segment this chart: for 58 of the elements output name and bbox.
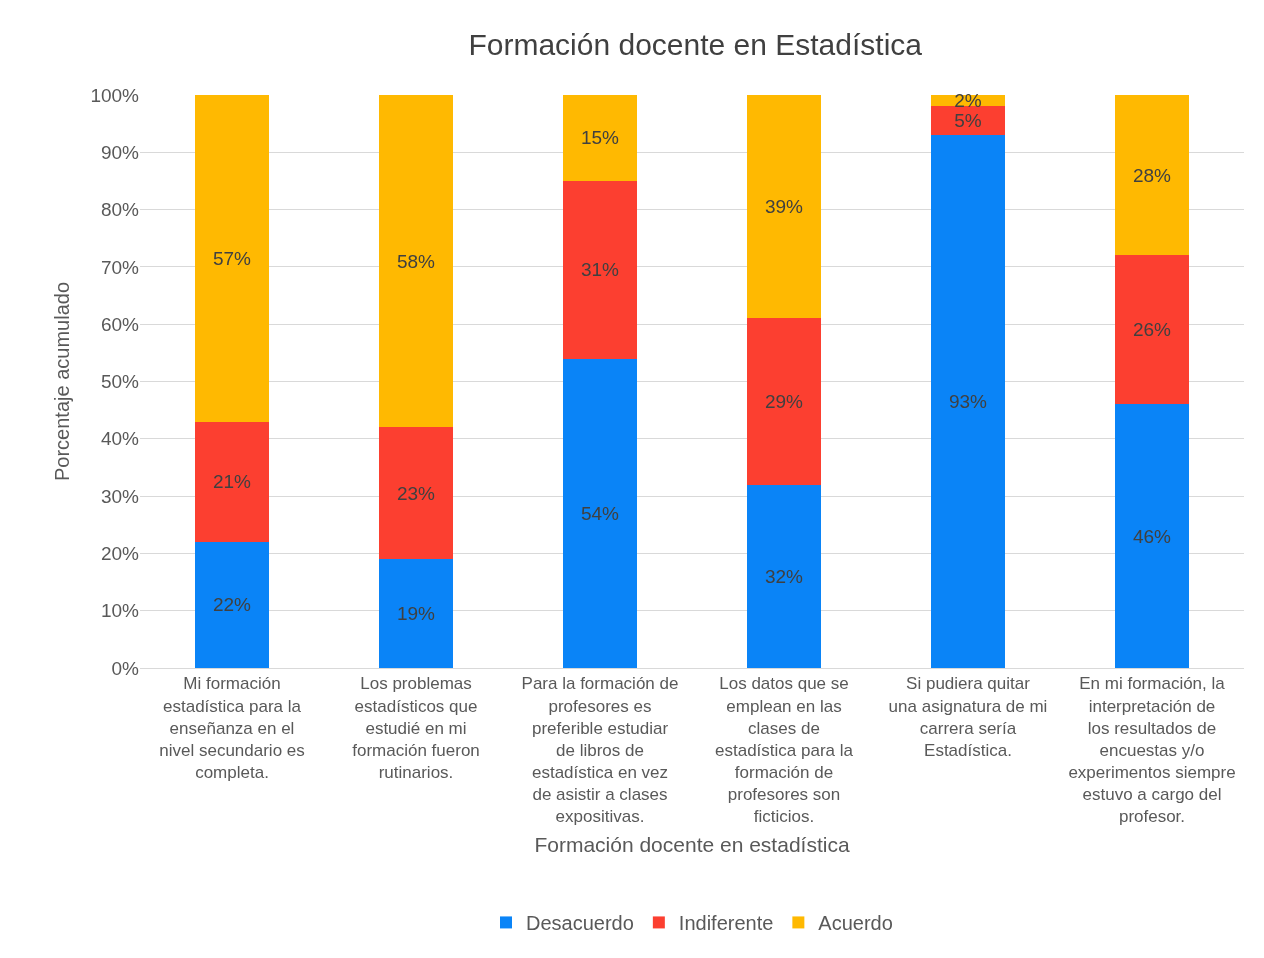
data-label: 57% <box>212 247 252 269</box>
x-tick-label: Los problemas estadísticos que estudié en mi formación fueron rutinarios. <box>352 674 480 782</box>
data-label: 15% <box>580 127 620 149</box>
data-label: 19% <box>396 603 436 625</box>
y-tick-label: 100% <box>90 84 140 106</box>
bar <box>747 95 821 319</box>
data-label: 31% <box>580 259 620 281</box>
data-label: 21% <box>212 471 252 493</box>
y-tick-label: 0% <box>111 657 140 679</box>
data-label: 32% <box>764 565 804 587</box>
legend-label: Acuerdo <box>818 912 893 935</box>
data-label: 58% <box>396 250 436 272</box>
data-label: 28% <box>1132 164 1172 186</box>
bar <box>747 484 821 668</box>
bar <box>379 559 453 668</box>
bar <box>379 95 453 428</box>
y-tick-label: 50% <box>100 371 140 393</box>
legend-label: Desacuerdo <box>526 912 634 935</box>
data-label: 29% <box>764 391 804 413</box>
data-label: 39% <box>764 196 804 218</box>
x-tick-label: Los datos que se emplean en las clases de estadística para la formación de profesores son ficticios. <box>715 674 854 826</box>
chart-title: Formación docente en Estadística <box>468 27 923 61</box>
y-tick-label: 90% <box>100 141 140 163</box>
y-tick-label: 20% <box>100 543 140 565</box>
y-axis-title: Porcentaje acumulado <box>50 281 73 482</box>
bar <box>195 421 269 542</box>
data-label: 5% <box>954 110 982 132</box>
bar <box>195 541 269 668</box>
bar <box>563 358 637 668</box>
data-label: 54% <box>580 502 620 524</box>
x-tick-label: Si pudiera quitar una asignatura de mi carrera sería Estadística. <box>888 674 1048 760</box>
bar <box>931 106 1005 136</box>
data-label: 93% <box>948 391 988 413</box>
bar <box>195 95 269 422</box>
y-tick-label: 40% <box>100 428 140 450</box>
data-label: 46% <box>1132 525 1172 547</box>
x-tick-label: En mi formación, la interpretación de los resultados de encuestas y/o experimentos siempre estuvo a cargo del profesor. <box>1068 674 1236 826</box>
y-tick-label: 70% <box>100 256 140 278</box>
y-tick-label: 30% <box>100 485 140 507</box>
bar <box>931 135 1005 668</box>
bar <box>1115 404 1189 668</box>
legend-label: Indiferente <box>678 912 774 935</box>
bar <box>563 180 637 359</box>
x-axis-title: Formación docente en estadística <box>534 833 850 857</box>
data-label: 2% <box>954 90 982 112</box>
bar <box>1115 95 1189 256</box>
y-tick-label: 60% <box>100 313 140 335</box>
data-label: 22% <box>212 594 252 616</box>
bar <box>379 427 453 560</box>
x-tick-label: Mi formación estadística para la enseñanza en el nivel secundario es completa. <box>159 674 305 782</box>
y-tick-label: 10% <box>100 600 140 622</box>
x-tick-label: Para la formación de profesores es preferible estudiar de libros de estadística en vez de asistir a clases expositivas. <box>521 674 679 826</box>
bar <box>1115 255 1189 405</box>
bar <box>563 95 637 181</box>
data-label: 26% <box>1132 319 1172 341</box>
bar <box>747 318 821 485</box>
y-tick-label: 80% <box>100 199 140 221</box>
data-label: 23% <box>396 482 436 504</box>
